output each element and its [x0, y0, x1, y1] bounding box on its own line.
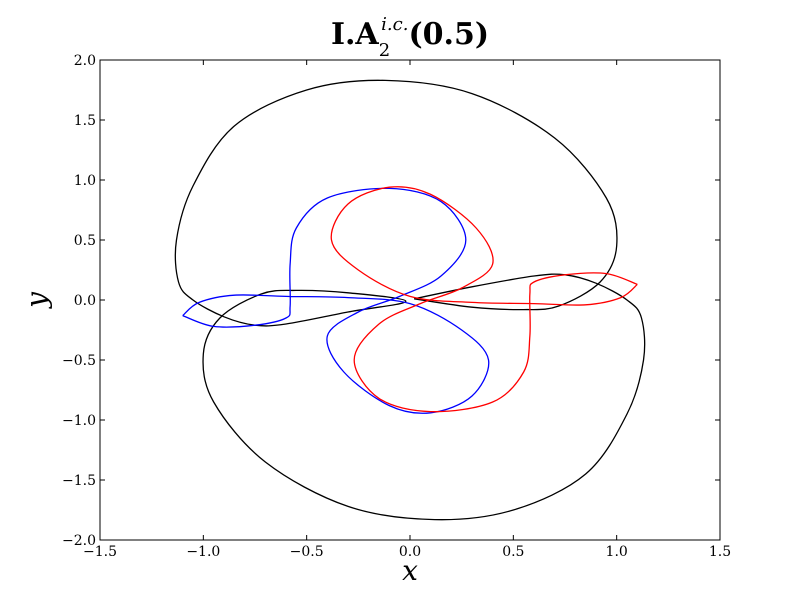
chart-title: I.A2 i.c.(0.5) — [331, 14, 489, 61]
x-axis-label: x — [402, 554, 418, 587]
x-tick-label: 1.5 — [709, 544, 731, 560]
y-tick-label: 1.0 — [74, 173, 96, 189]
series-layer — [174, 79, 646, 521]
title-superscript: i.c. — [381, 14, 408, 35]
y-tick-label: −0.5 — [62, 353, 96, 369]
y-tick-label: 2.0 — [74, 53, 96, 69]
title-suffix: (0.5) — [408, 17, 489, 52]
series-line-3 — [330, 186, 638, 413]
series-line-2 — [182, 187, 490, 414]
y-tick-label: −2.0 — [62, 533, 96, 549]
x-tick-label: 0.5 — [502, 544, 524, 560]
x-tick-label: −0.5 — [290, 544, 324, 560]
y-tick-label: −1.5 — [62, 473, 96, 489]
x-tick-label: −1.0 — [186, 544, 220, 560]
x-tick-label: 0.0 — [399, 544, 421, 560]
tick-layer: −1.5 −1.0 −0.5 0.0 0.5 1.0 1.5−2.0−1.5−1.0−0.5… — [62, 53, 731, 560]
x-tick-label: 1.0 — [606, 544, 628, 560]
y-tick-label: 0.0 — [74, 293, 96, 309]
y-tick-label: 1.5 — [74, 113, 96, 129]
y-axis-label: y — [20, 291, 53, 310]
y-tick-label: 0.5 — [74, 233, 96, 249]
y-tick-label: −1.0 — [62, 413, 96, 429]
x-tick-label: −1.5 — [83, 544, 117, 560]
title-subscript: 2 — [379, 40, 390, 61]
series-line-1 — [174, 79, 646, 521]
plot-frame — [99, 59, 721, 541]
title-main: I.A — [331, 17, 379, 52]
